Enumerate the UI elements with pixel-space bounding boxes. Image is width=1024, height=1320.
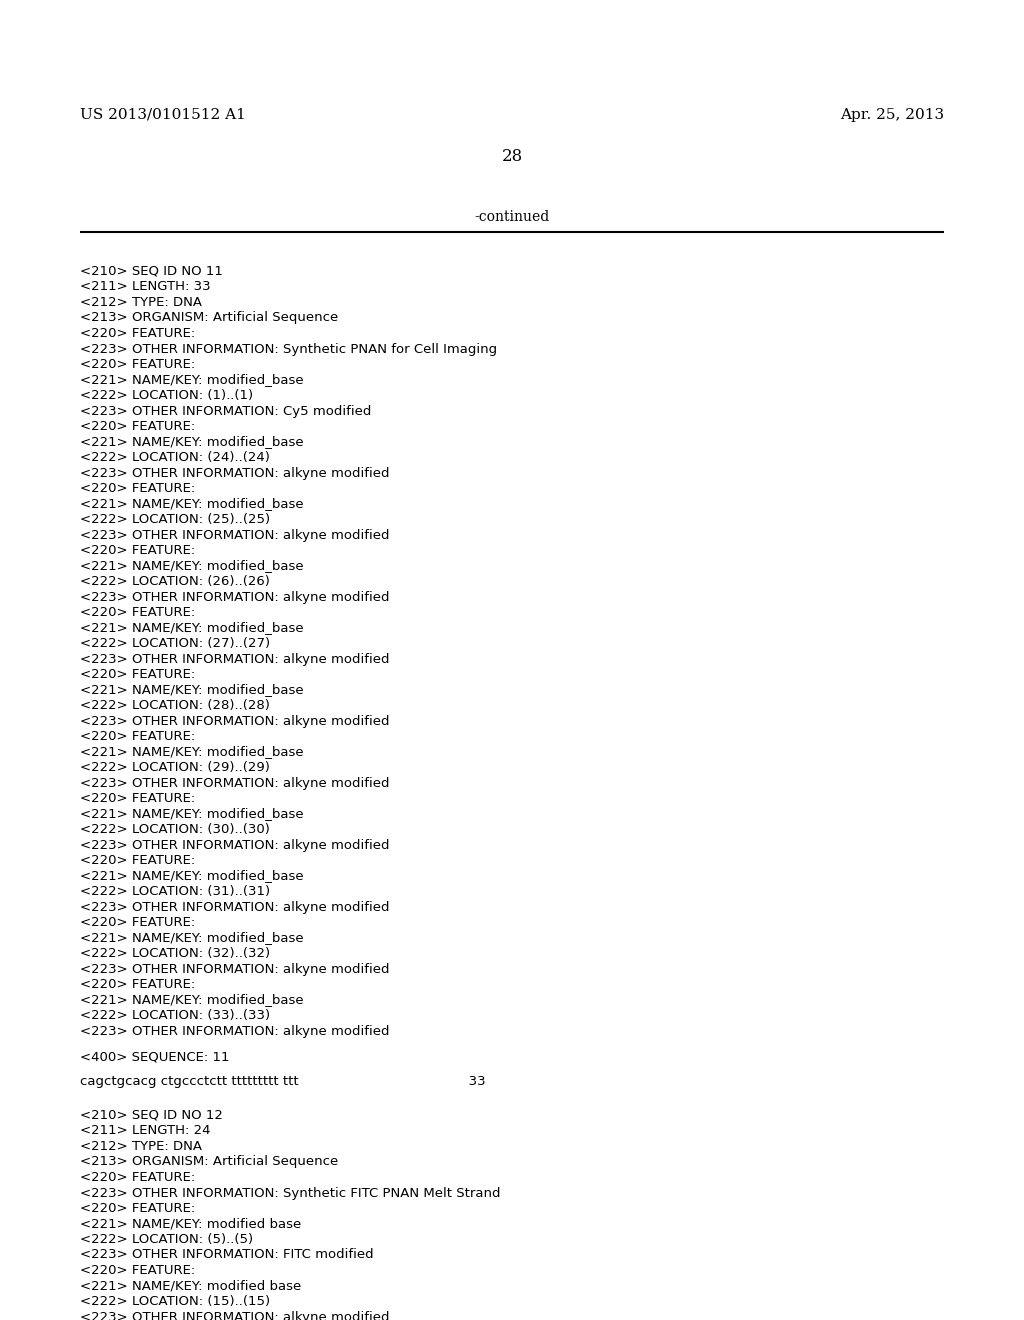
Text: <223> OTHER INFORMATION: Synthetic PNAN for Cell Imaging: <223> OTHER INFORMATION: Synthetic PNAN … [80, 342, 497, 355]
Text: <222> LOCATION: (15)..(15): <222> LOCATION: (15)..(15) [80, 1295, 270, 1308]
Text: <220> FEATURE:: <220> FEATURE: [80, 606, 196, 619]
Text: <222> LOCATION: (31)..(31): <222> LOCATION: (31)..(31) [80, 884, 270, 898]
Text: <220> FEATURE:: <220> FEATURE: [80, 482, 196, 495]
Text: <220> FEATURE:: <220> FEATURE: [80, 916, 196, 929]
Text: <213> ORGANISM: Artificial Sequence: <213> ORGANISM: Artificial Sequence [80, 1155, 338, 1168]
Text: <221> NAME/KEY: modified_base: <221> NAME/KEY: modified_base [80, 994, 304, 1006]
Text: -continued: -continued [474, 210, 550, 224]
Text: <213> ORGANISM: Artificial Sequence: <213> ORGANISM: Artificial Sequence [80, 312, 338, 325]
Text: <220> FEATURE:: <220> FEATURE: [80, 1203, 196, 1214]
Text: <221> NAME/KEY: modified base: <221> NAME/KEY: modified base [80, 1279, 301, 1292]
Text: <221> NAME/KEY: modified_base: <221> NAME/KEY: modified_base [80, 436, 304, 449]
Text: <223> OTHER INFORMATION: alkyne modified: <223> OTHER INFORMATION: alkyne modified [80, 528, 389, 541]
Text: <221> NAME/KEY: modified_base: <221> NAME/KEY: modified_base [80, 684, 304, 697]
Text: <222> LOCATION: (1)..(1): <222> LOCATION: (1)..(1) [80, 389, 253, 403]
Text: <221> NAME/KEY: modified_base: <221> NAME/KEY: modified_base [80, 932, 304, 945]
Text: <223> OTHER INFORMATION: FITC modified: <223> OTHER INFORMATION: FITC modified [80, 1249, 374, 1262]
Text: <220> FEATURE:: <220> FEATURE: [80, 730, 196, 743]
Text: <211> LENGTH: 33: <211> LENGTH: 33 [80, 281, 211, 293]
Text: <220> FEATURE:: <220> FEATURE: [80, 854, 196, 867]
Text: <221> NAME/KEY: modified_base: <221> NAME/KEY: modified_base [80, 808, 304, 821]
Text: <221> NAME/KEY: modified_base: <221> NAME/KEY: modified_base [80, 870, 304, 883]
Text: <222> LOCATION: (27)..(27): <222> LOCATION: (27)..(27) [80, 638, 270, 649]
Text: <220> FEATURE:: <220> FEATURE: [80, 668, 196, 681]
Text: <222> LOCATION: (5)..(5): <222> LOCATION: (5)..(5) [80, 1233, 253, 1246]
Text: <210> SEQ ID NO 11: <210> SEQ ID NO 11 [80, 265, 223, 279]
Text: <212> TYPE: DNA: <212> TYPE: DNA [80, 296, 202, 309]
Text: <223> OTHER INFORMATION: alkyne modified: <223> OTHER INFORMATION: alkyne modified [80, 652, 389, 665]
Text: <223> OTHER INFORMATION: alkyne modified: <223> OTHER INFORMATION: alkyne modified [80, 1311, 389, 1320]
Text: <223> OTHER INFORMATION: alkyne modified: <223> OTHER INFORMATION: alkyne modified [80, 1024, 389, 1038]
Text: <223> OTHER INFORMATION: alkyne modified: <223> OTHER INFORMATION: alkyne modified [80, 714, 389, 727]
Text: <220> FEATURE:: <220> FEATURE: [80, 1171, 196, 1184]
Text: <220> FEATURE:: <220> FEATURE: [80, 1265, 196, 1276]
Text: <223> OTHER INFORMATION: alkyne modified: <223> OTHER INFORMATION: alkyne modified [80, 838, 389, 851]
Text: <222> LOCATION: (28)..(28): <222> LOCATION: (28)..(28) [80, 700, 270, 711]
Text: <212> TYPE: DNA: <212> TYPE: DNA [80, 1140, 202, 1152]
Text: <222> LOCATION: (32)..(32): <222> LOCATION: (32)..(32) [80, 946, 270, 960]
Text: <222> LOCATION: (33)..(33): <222> LOCATION: (33)..(33) [80, 1008, 270, 1022]
Text: <220> FEATURE:: <220> FEATURE: [80, 792, 196, 805]
Text: <221> NAME/KEY: modified_base: <221> NAME/KEY: modified_base [80, 746, 304, 759]
Text: <211> LENGTH: 24: <211> LENGTH: 24 [80, 1125, 211, 1138]
Text: <222> LOCATION: (26)..(26): <222> LOCATION: (26)..(26) [80, 576, 270, 587]
Text: <223> OTHER INFORMATION: Cy5 modified: <223> OTHER INFORMATION: Cy5 modified [80, 404, 372, 417]
Text: US 2013/0101512 A1: US 2013/0101512 A1 [80, 108, 246, 121]
Text: <210> SEQ ID NO 12: <210> SEQ ID NO 12 [80, 1109, 223, 1122]
Text: <400> SEQUENCE: 11: <400> SEQUENCE: 11 [80, 1049, 229, 1063]
Text: <222> LOCATION: (30)..(30): <222> LOCATION: (30)..(30) [80, 822, 270, 836]
Text: <220> FEATURE:: <220> FEATURE: [80, 327, 196, 341]
Text: <223> OTHER INFORMATION: alkyne modified: <223> OTHER INFORMATION: alkyne modified [80, 776, 389, 789]
Text: <220> FEATURE:: <220> FEATURE: [80, 358, 196, 371]
Text: <223> OTHER INFORMATION: alkyne modified: <223> OTHER INFORMATION: alkyne modified [80, 466, 389, 479]
Text: cagctgcacg ctgccctctt ttttttttt ttt                                        33: cagctgcacg ctgccctctt ttttttttt ttt 33 [80, 1076, 485, 1089]
Text: <221> NAME/KEY: modified_base: <221> NAME/KEY: modified_base [80, 374, 304, 387]
Text: Apr. 25, 2013: Apr. 25, 2013 [840, 108, 944, 121]
Text: <220> FEATURE:: <220> FEATURE: [80, 544, 196, 557]
Text: <223> OTHER INFORMATION: alkyne modified: <223> OTHER INFORMATION: alkyne modified [80, 900, 389, 913]
Text: <223> OTHER INFORMATION: alkyne modified: <223> OTHER INFORMATION: alkyne modified [80, 590, 389, 603]
Text: <221> NAME/KEY: modified_base: <221> NAME/KEY: modified_base [80, 622, 304, 635]
Text: <221> NAME/KEY: modified base: <221> NAME/KEY: modified base [80, 1217, 301, 1230]
Text: 28: 28 [502, 148, 522, 165]
Text: <222> LOCATION: (29)..(29): <222> LOCATION: (29)..(29) [80, 762, 270, 774]
Text: <221> NAME/KEY: modified_base: <221> NAME/KEY: modified_base [80, 560, 304, 573]
Text: <222> LOCATION: (24)..(24): <222> LOCATION: (24)..(24) [80, 451, 270, 465]
Text: <223> OTHER INFORMATION: alkyne modified: <223> OTHER INFORMATION: alkyne modified [80, 962, 389, 975]
Text: <220> FEATURE:: <220> FEATURE: [80, 420, 196, 433]
Text: <222> LOCATION: (25)..(25): <222> LOCATION: (25)..(25) [80, 513, 270, 525]
Text: <220> FEATURE:: <220> FEATURE: [80, 978, 196, 991]
Text: <221> NAME/KEY: modified_base: <221> NAME/KEY: modified_base [80, 498, 304, 511]
Text: <223> OTHER INFORMATION: Synthetic FITC PNAN Melt Strand: <223> OTHER INFORMATION: Synthetic FITC … [80, 1187, 501, 1200]
